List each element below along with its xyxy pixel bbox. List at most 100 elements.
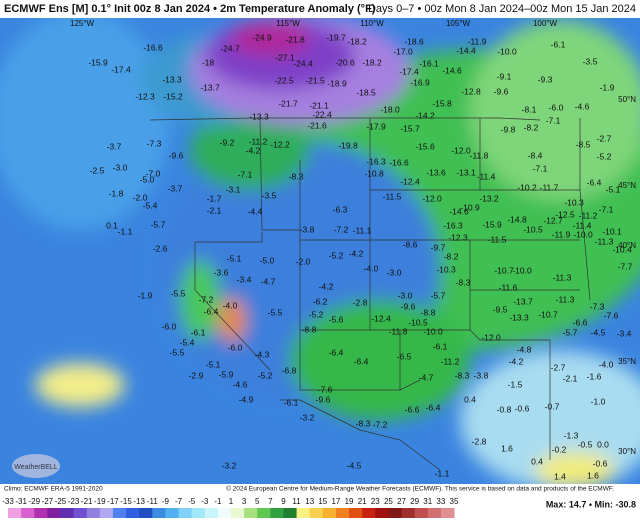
anomaly-label: -6.4 [587,177,602,187]
anomaly-label: -5.6 [329,314,344,324]
anomaly-label: -18 [202,57,215,67]
anomaly-label: -4.0 [364,263,379,273]
anomaly-label: -0.8 [497,404,512,414]
colorbar-swatch [322,508,337,518]
anomaly-label: -8.3 [456,277,471,287]
anomaly-label: -10.9 [460,202,480,212]
anomaly-label: -3.4 [617,328,632,338]
anomaly-label: -12.3 [448,232,468,242]
anomaly-label: -10.7 [538,309,558,319]
anomaly-label: -9.1 [497,71,512,81]
anomaly-label: -9.3 [538,74,553,84]
anomaly-label: -21.6 [307,120,327,130]
anomaly-label: -6.3 [333,204,348,214]
geo-label: 30°N [618,447,636,456]
anomaly-label: -11.3 [556,294,575,304]
anomaly-label: -6.4 [204,306,219,316]
anomaly-label: -10.0 [423,326,443,336]
anomaly-label: -27.1 [275,52,295,62]
climo-note: Climo: ECMWF ERA-5 1991-2020 [4,486,103,493]
anomaly-label: -3.2 [300,412,315,422]
anomaly-label: -1.8 [109,188,124,198]
colorbar-tick: -15 [120,497,132,506]
anomaly-label: -0.6 [515,403,530,413]
colorbar-tick: -1 [214,497,222,506]
colorbar-tick: 27 [397,497,406,506]
anomaly-label: -8.8 [302,324,317,334]
anomaly-label: -5.2 [597,151,612,161]
header-title: ECMWF Ens [M] 0.1° Init 00z 8 Jan 2024 •… [4,3,376,15]
anomaly-label: -5.2 [309,309,324,319]
anomaly-label: -7.2 [199,294,214,304]
anomaly-label: 0.4 [464,394,476,404]
colorbar-tick: -33 [2,497,14,506]
anomaly-label: -13.6 [426,167,446,177]
anomaly-label: -16.6 [389,157,409,167]
anomaly-label: -1.1 [118,226,133,236]
anomaly-label: -1.5 [508,379,523,389]
anomaly-label: 1.6 [587,470,599,480]
anomaly-label: -14.6 [442,65,462,75]
anomaly-label: -21.8 [285,34,305,44]
anomaly-label: -16.1 [419,58,439,68]
anomaly-label: -2.5 [90,165,105,175]
anomaly-label: -9.6 [316,394,331,404]
anomaly-label: -0.6 [593,458,608,468]
anomaly-label: -17.4 [111,64,131,74]
anomaly-label: -11.5 [488,234,507,244]
anomaly-label: -2.8 [353,297,368,307]
anomaly-label: -5.1 [206,359,221,369]
anomaly-label: -4.7 [419,372,434,382]
anomaly-label: -4.8 [517,344,532,354]
anomaly-label: -10.2 [517,182,537,192]
anomaly-label: -18.5 [356,87,376,97]
anomaly-label: -6.0 [228,342,243,352]
geo-label: 100°W [533,19,558,28]
colorbar-tick: -11 [147,497,159,506]
anomaly-label: -4.3 [255,349,270,359]
anomaly-label: -9.6 [169,150,184,160]
anomaly-label: -15.9 [88,57,108,67]
anomaly-label: -18.0 [380,104,400,114]
anomaly-label: -16.6 [143,42,163,52]
anomaly-label: -21.7 [278,98,298,108]
anomaly-label: -7.1 [599,204,614,214]
anomaly-label: -13.3 [509,312,529,322]
anomaly-label: -10.5 [408,317,428,327]
colorbar-swatch [244,508,258,518]
anomaly-label: -7.1 [238,169,253,179]
colorbar-tick: 1 [229,497,234,506]
anomaly-label: -2.0 [296,256,311,266]
colorbar-tick: 3 [242,497,247,506]
anomaly-label: -6.1 [433,341,448,351]
anomaly-label: -6.0 [549,102,564,112]
anomaly-label: -10.1 [602,226,622,236]
anomaly-label: -12.3 [135,91,155,101]
anomaly-label: -9.2 [220,137,235,147]
anomaly-label: -2.6 [153,243,168,253]
anomaly-label: -16.3 [443,220,463,230]
anomaly-label: -5.1 [227,253,242,263]
anomaly-label: -22.4 [312,109,332,119]
anomaly-label: -6.4 [354,356,369,366]
anomaly-label: -3.2 [222,460,237,470]
anomaly-label: -7.2 [334,224,349,234]
colorbar-swatch [73,508,88,518]
anomaly-label: -4.5 [591,327,606,337]
anomaly-label: -11.9 [468,36,487,46]
anomaly-label: -11.2 [249,136,268,146]
colorbar-swatch [60,508,75,518]
anomaly-label: -0.2 [552,444,567,454]
anomaly-label: -4.7 [261,276,276,286]
anomaly-label: -11.1 [353,225,372,235]
colorbar-swatch [414,508,429,518]
anomaly-label: -3.8 [300,224,315,234]
anomaly-label: -15.6 [415,141,435,151]
anomaly-label: -11.4 [477,171,496,181]
colorbar-swatch [257,508,271,518]
anomaly-label: -19.7 [326,32,346,42]
anomaly-label: -13.1 [456,167,476,177]
colorbar-swatch [126,508,140,518]
anomaly-label: -21.1 [309,100,329,110]
anomaly-label: -3.6 [214,267,229,277]
